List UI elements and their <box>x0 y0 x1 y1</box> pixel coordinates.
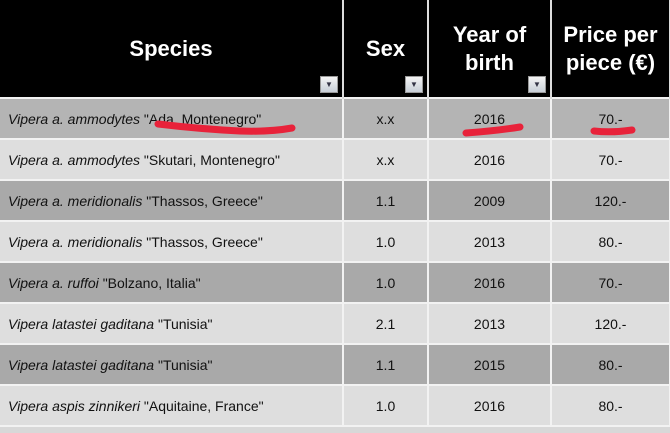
table-row: Vipera a. ammodytes "Ada, Montenegro" x.x… <box>0 97 670 140</box>
cell-species[interactable]: Vipera a. ammodytes "Skutari, Montenegro… <box>0 138 344 181</box>
table-row: Vipera a. meridionalis "Thassos, Greece"… <box>0 179 670 222</box>
cell-sex[interactable]: x.x <box>343 97 429 140</box>
cell-sex[interactable]: 2.1 <box>343 302 429 345</box>
table-row: Vipera a. meridionalis "Thassos, Greece"… <box>0 220 670 263</box>
cell-year[interactable]: 2015 <box>428 343 552 386</box>
header-sex: Sex ▼ <box>343 0 429 98</box>
cell-year[interactable]: 2013 <box>428 220 552 263</box>
cell-price[interactable]: 120.- <box>551 302 670 345</box>
cell-year[interactable]: 2009 <box>428 179 552 222</box>
cell-species[interactable]: Vipera aspis zinnikeri "Aquitaine, Franc… <box>0 384 344 427</box>
header-year: Year of birth ▼ <box>428 0 552 98</box>
table-row: Vipera a. ruffoi "Bolzano, Italia" 1.0 201… <box>0 261 670 304</box>
cell-price[interactable]: 80.- <box>551 220 670 263</box>
filter-dropdown-icon[interactable]: ▼ <box>405 76 423 93</box>
cell-sex[interactable]: x.x <box>343 138 429 181</box>
cell-sex[interactable]: 1.0 <box>343 261 429 304</box>
cell-price[interactable]: 70.- <box>551 261 670 304</box>
table-row: Vipera latastei gaditana "Tunisia" 2.1 201… <box>0 302 670 345</box>
cell-year[interactable]: 2013 <box>428 302 552 345</box>
cell-price[interactable]: 80.- <box>551 384 670 427</box>
cell-year[interactable]: 2016 <box>428 97 552 140</box>
cell-price[interactable]: 120.- <box>551 179 670 222</box>
table-row: Vipera latastei gaditana "Tunisia" 1.1 201… <box>0 343 670 386</box>
cell-species[interactable]: Vipera a. meridionalis "Thassos, Greece" <box>0 220 344 263</box>
cell-species[interactable]: Vipera latastei gaditana "Tunisia" <box>0 343 344 386</box>
cell-sex[interactable]: 1.0 <box>343 384 429 427</box>
cell-species[interactable]: Vipera a. ruffoi "Bolzano, Italia" <box>0 261 344 304</box>
filter-dropdown-icon[interactable]: ▼ <box>528 76 546 93</box>
cell-sex[interactable]: 1.0 <box>343 220 429 263</box>
cell-price[interactable]: 70.- <box>551 97 670 140</box>
cell-species[interactable]: Vipera latastei gaditana "Tunisia" <box>0 302 344 345</box>
cell-year[interactable]: 2016 <box>428 384 552 427</box>
filter-dropdown-icon[interactable]: ▼ <box>320 76 338 93</box>
cell-year[interactable]: 2016 <box>428 261 552 304</box>
header-price: Price per piece (€) <box>551 0 670 98</box>
cell-price[interactable]: 80.- <box>551 343 670 386</box>
header-species: Species ▼ <box>0 0 344 98</box>
cell-species[interactable]: Vipera a. meridionalis "Thassos, Greece" <box>0 179 344 222</box>
table-row: Vipera aspis zinnikeri "Aquitaine, Franc… <box>0 384 670 427</box>
cell-species[interactable]: Vipera a. ammodytes "Ada, Montenegro" <box>0 97 344 140</box>
cell-price[interactable]: 70.- <box>551 138 670 181</box>
cell-sex[interactable]: 1.1 <box>343 179 429 222</box>
cell-year[interactable]: 2016 <box>428 138 552 181</box>
cell-sex[interactable]: 1.1 <box>343 343 429 386</box>
header-row: Species ▼ Sex ▼ Year of birth ▼ Price per p… <box>0 0 670 98</box>
table-row: Vipera a. ammodytes "Skutari, Montenegro… <box>0 138 670 181</box>
